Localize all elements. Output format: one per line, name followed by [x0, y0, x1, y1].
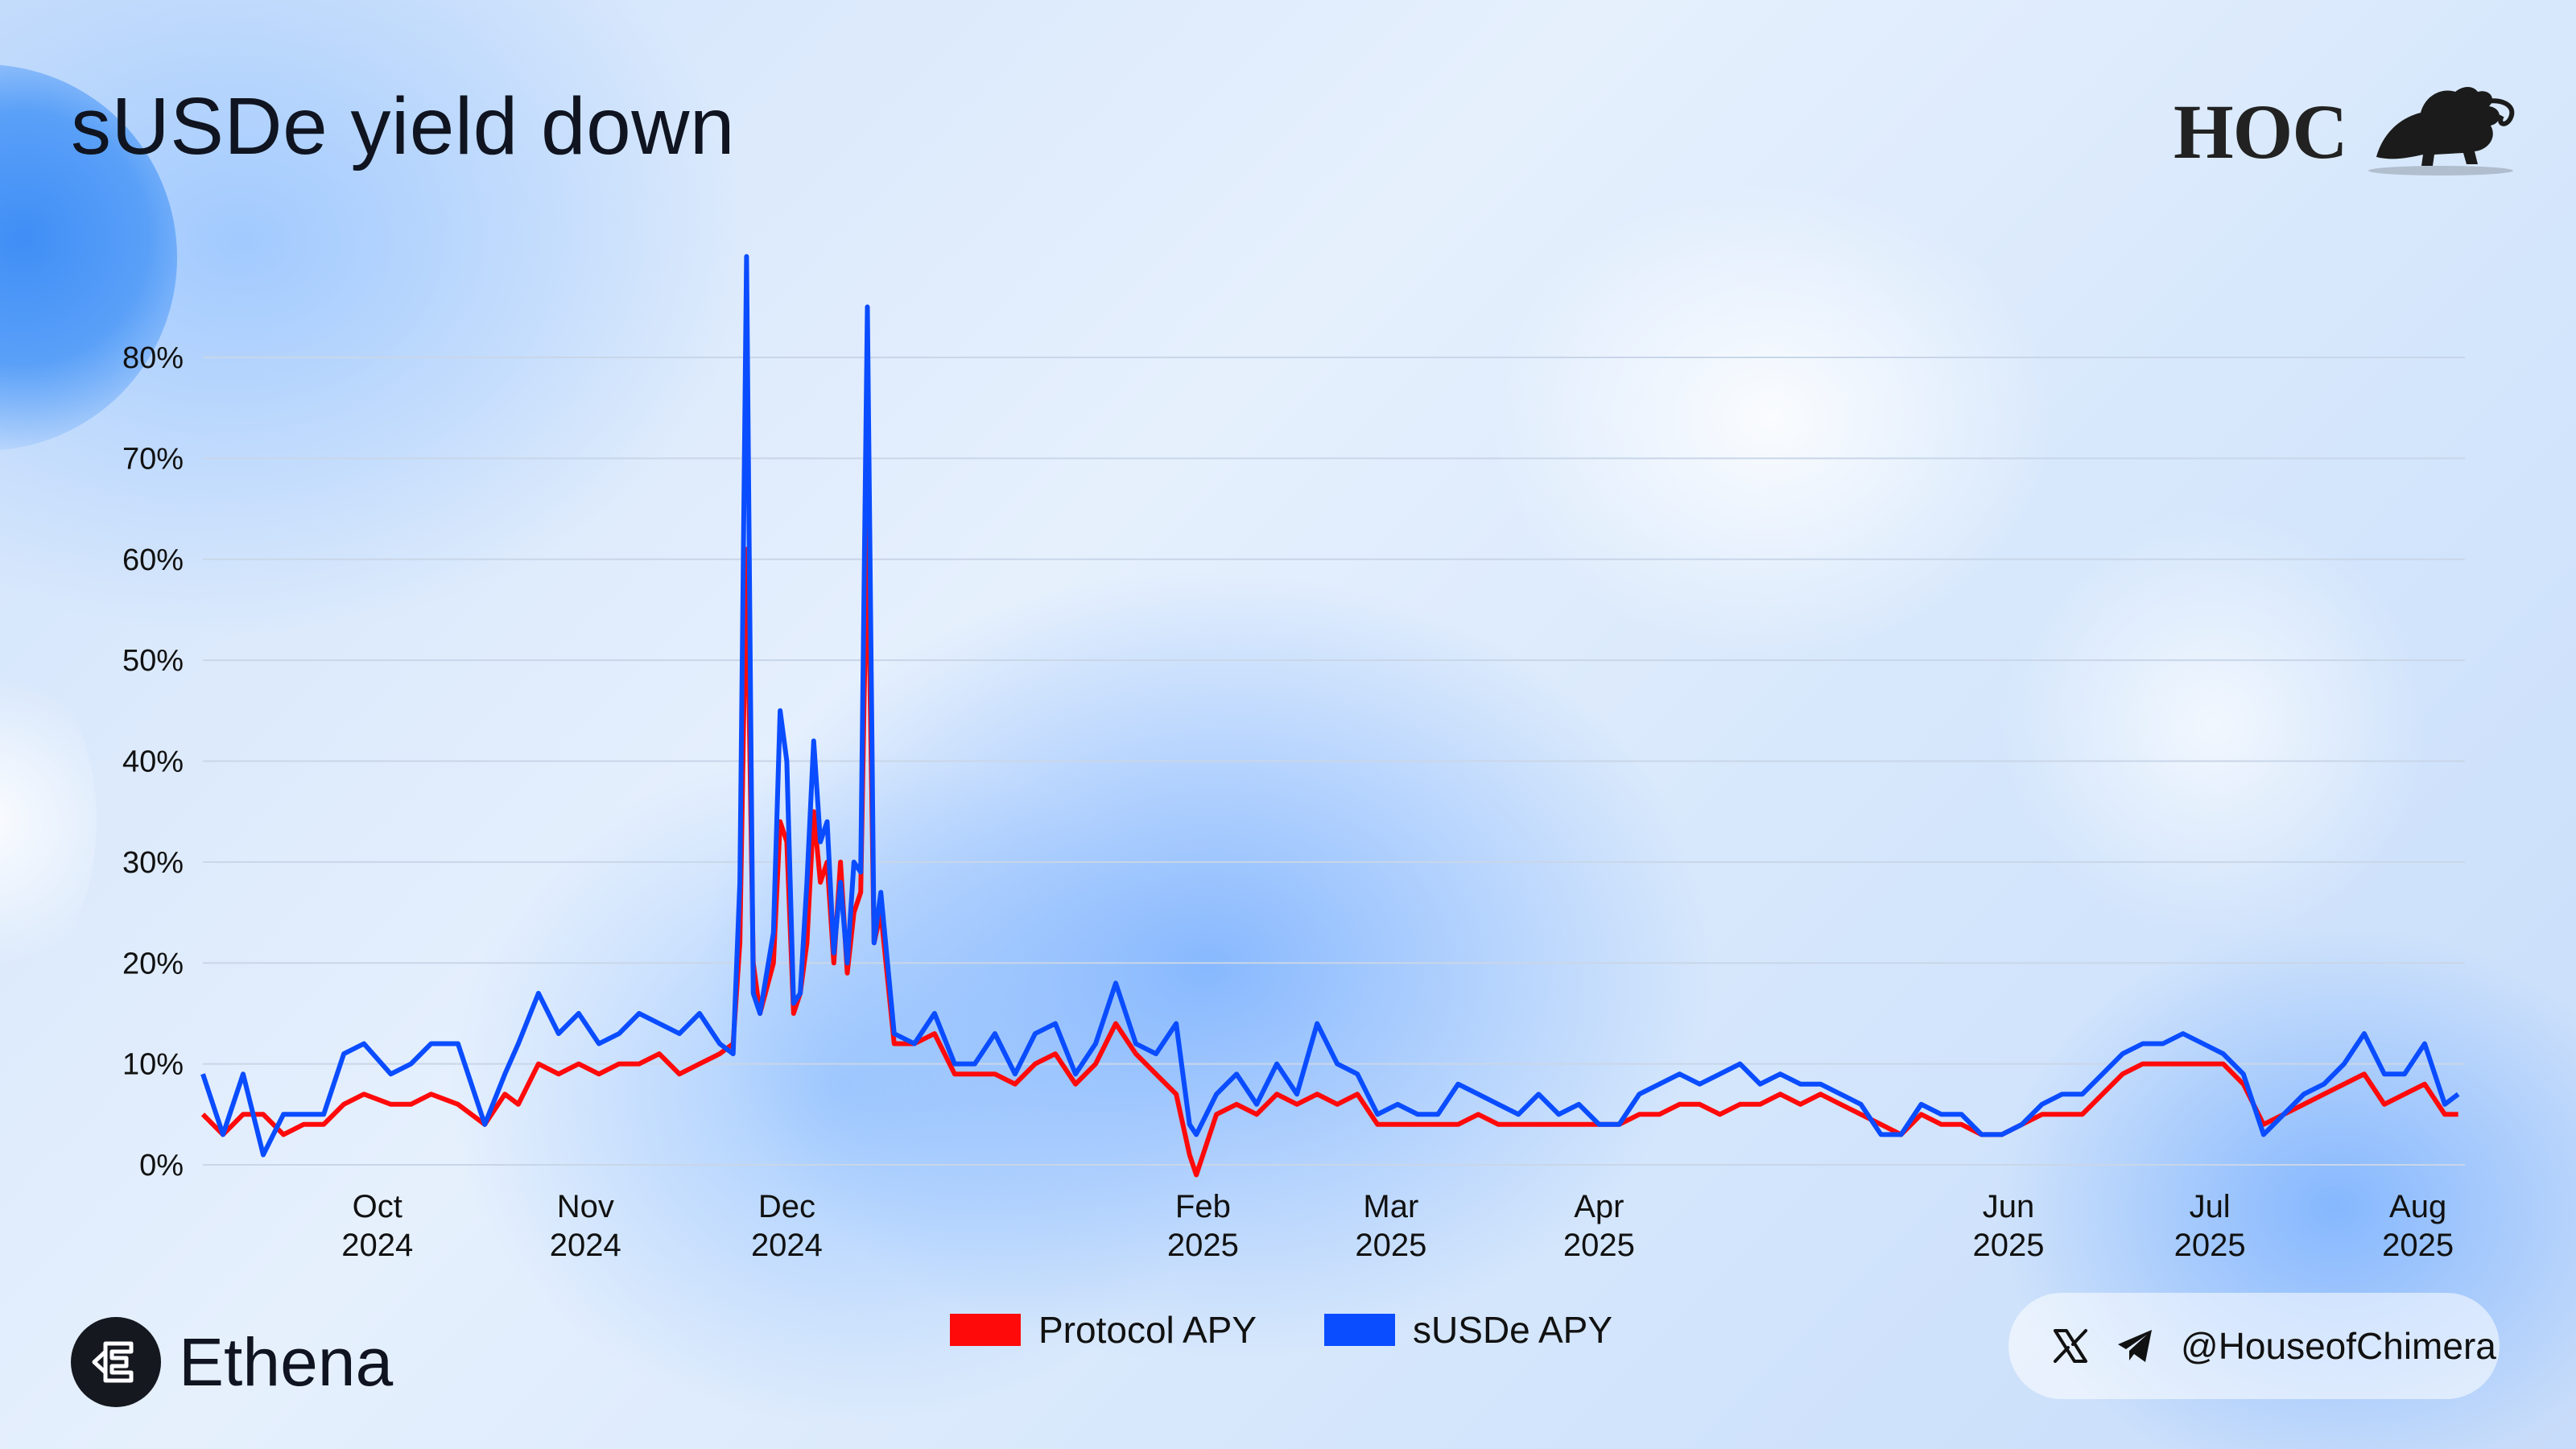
legend-item-susde-apy: sUSDe APY: [1324, 1308, 1612, 1352]
x-tick-label: Dec 2024: [751, 1189, 823, 1263]
x-tick-label: Apr 2025: [1563, 1189, 1635, 1263]
ethena-logo-icon: [71, 1317, 161, 1407]
x-tick-label: Nov 2024: [550, 1189, 621, 1263]
x-tick-label: Oct 2024: [341, 1189, 413, 1263]
page-title: sUSDe yield down: [71, 81, 736, 171]
y-tick-label: 10%: [122, 1048, 184, 1082]
chart-grid: [203, 357, 2465, 1166]
chart-series: [200, 254, 2460, 1178]
y-tick-label: 20%: [122, 947, 184, 980]
legend-item-protocol-apy: Protocol APY: [950, 1308, 1257, 1352]
y-axis: 0% 10% 20% 30% 40% 50% 60% 70% 80%: [122, 341, 184, 1183]
ethena-brand: Ethena: [71, 1317, 393, 1407]
y-tick-label: 60%: [122, 543, 184, 577]
x-tick-label: Jul 2025: [2174, 1189, 2246, 1263]
series-line-protocol-apy: [200, 516, 2458, 1178]
x-tick-label: Jun 2025: [1973, 1189, 2045, 1263]
y-tick-label: 50%: [122, 644, 184, 678]
x-axis: Oct 2024 Nov 2024 Dec 2024 Feb 2025 Mar 2025 Apr 20…: [341, 1189, 2454, 1263]
social-badge[interactable]: @HouseofChimera: [2008, 1293, 2500, 1399]
x-tick-label: Mar 2025: [1355, 1189, 1426, 1263]
x-tick-label: Aug 2025: [2382, 1189, 2454, 1263]
x-tick-label: Feb 2025: [1167, 1189, 1239, 1263]
legend-swatch: [1324, 1314, 1396, 1346]
series-line-susde-apy: [200, 254, 2460, 1158]
legend-swatch: [950, 1314, 1021, 1346]
chimera-lion-icon: [2368, 87, 2515, 175]
social-handle[interactable]: @HouseofChimera: [2181, 1325, 2496, 1367]
y-tick-label: 40%: [122, 745, 184, 779]
y-tick-label: 80%: [122, 341, 184, 375]
hoc-logo: HOC: [2174, 80, 2520, 185]
y-tick-label: 30%: [122, 846, 184, 880]
telegram-icon[interactable]: [2115, 1325, 2157, 1367]
legend-label: sUSDe APY: [1413, 1309, 1613, 1351]
x-icon[interactable]: [2050, 1326, 2091, 1366]
hoc-logo-text: HOC: [2174, 89, 2348, 175]
chart-legend: Protocol APY sUSDe APY: [950, 1308, 1612, 1352]
y-tick-label: 70%: [122, 442, 184, 476]
brand-name: Ethena: [179, 1323, 394, 1400]
y-tick-label: 0%: [139, 1149, 184, 1183]
legend-label: Protocol APY: [1038, 1309, 1257, 1351]
